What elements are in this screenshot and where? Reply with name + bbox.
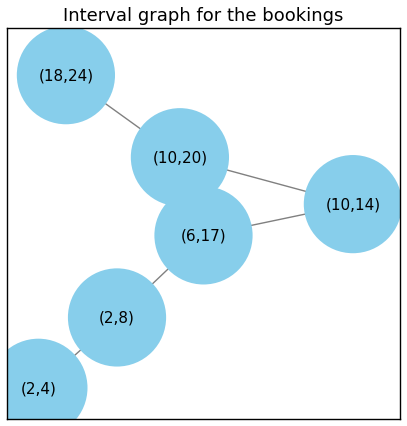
Text: (10,14): (10,14) <box>325 197 381 212</box>
Text: (18,24): (18,24) <box>38 69 94 83</box>
Point <box>350 201 356 208</box>
Text: (6,17): (6,17) <box>181 228 226 243</box>
Point <box>63 72 69 79</box>
Text: (2,4): (2,4) <box>20 380 56 395</box>
Point <box>177 155 183 161</box>
Point <box>200 233 207 239</box>
Text: (10,20): (10,20) <box>152 150 208 165</box>
Point <box>114 314 120 321</box>
Text: (2,8): (2,8) <box>99 310 135 325</box>
Point <box>35 385 42 391</box>
Title: Interval graph for the bookings: Interval graph for the bookings <box>63 7 344 25</box>
